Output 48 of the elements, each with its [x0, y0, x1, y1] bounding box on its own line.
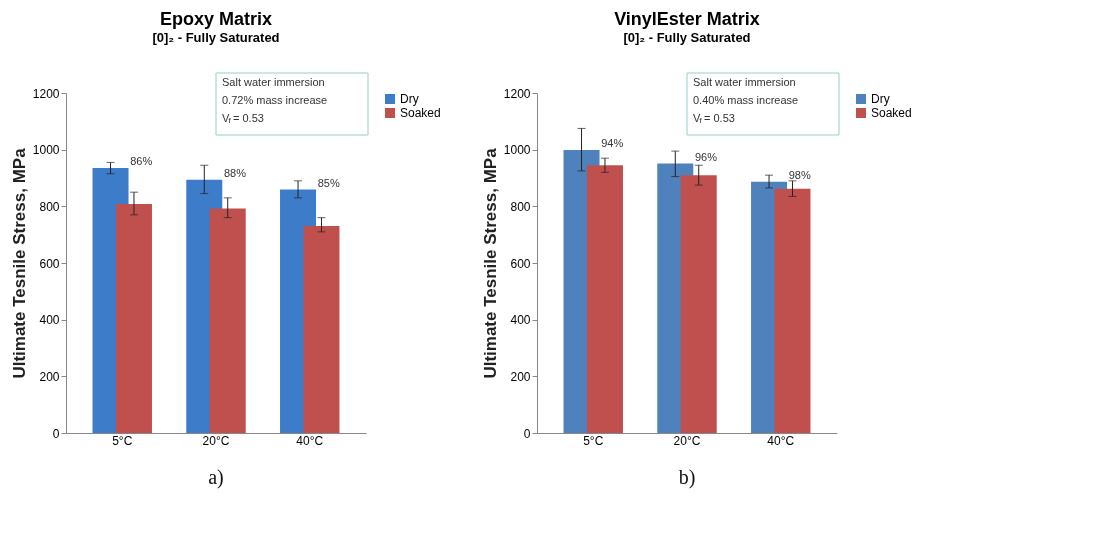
- annotation: 94%: [601, 136, 624, 149]
- annotation: 98%: [788, 168, 811, 181]
- text: a): [208, 466, 224, 489]
- bar: [115, 204, 152, 433]
- legend-label: Dry: [871, 92, 890, 106]
- y-axis-title: Ultimate Tesnile Stress, MPa: [480, 147, 500, 379]
- y-tick-label: 0: [52, 426, 60, 441]
- x-tick-label: 20°C: [202, 433, 230, 448]
- x-tick-label: 5°C: [112, 433, 133, 448]
- y-tick-label: 1200: [32, 86, 60, 101]
- y-tick-label: 0: [523, 426, 531, 441]
- y-tick-label: 200: [39, 369, 60, 384]
- annotation: 86%: [130, 155, 153, 168]
- y-tick-label: 1000: [32, 143, 60, 158]
- bar: [303, 225, 340, 433]
- x-tick-label: 5°C: [583, 433, 604, 448]
- chart-title: Epoxy Matrix: [159, 8, 273, 29]
- bar: [774, 188, 811, 433]
- chart-subtitle: [0]₂ - Fully Saturated: [152, 29, 280, 45]
- x-tick-label: 40°C: [296, 433, 324, 448]
- y-tick-label: 800: [39, 199, 60, 214]
- bar: [209, 208, 246, 433]
- y-tick-label: 600: [510, 256, 531, 271]
- bar: [680, 175, 717, 433]
- annotation: 88%: [224, 166, 247, 179]
- y-tick-label: 1200: [503, 86, 531, 101]
- bar: [586, 165, 623, 433]
- annotation: 0.40% mass increase: [693, 94, 799, 106]
- y-tick-label: 200: [510, 369, 531, 384]
- y-tick-label: 1000: [503, 143, 531, 158]
- legend-label: Dry: [400, 92, 419, 106]
- annotation: 96%: [695, 150, 718, 163]
- text: Salt water immersion: [693, 76, 796, 88]
- legend-label: Soaked: [871, 106, 912, 120]
- annotation: 0.72% mass increase: [222, 94, 328, 106]
- y-tick-label: 800: [510, 199, 531, 214]
- y-axis-title: Ultimate Tesnile Stress, MPa: [9, 147, 29, 379]
- y-tick-label: 400: [510, 313, 531, 328]
- chart-subtitle: [0]₂ - Fully Saturated: [623, 29, 751, 45]
- text: Salt water immersion: [222, 76, 325, 88]
- y-tick-label: 400: [39, 313, 60, 328]
- x-tick-label: 20°C: [673, 433, 701, 448]
- chart-title: VinylEster Matrix: [614, 8, 760, 29]
- x-tick-label: 40°C: [767, 433, 795, 448]
- legend-label: Soaked: [400, 106, 441, 120]
- y-tick-label: 600: [39, 256, 60, 271]
- annotation: 85%: [317, 176, 340, 189]
- text: b): [678, 466, 696, 489]
